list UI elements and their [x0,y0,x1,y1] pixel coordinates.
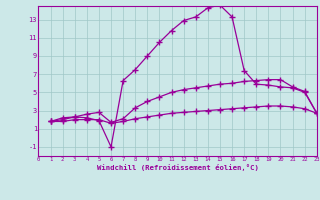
X-axis label: Windchill (Refroidissement éolien,°C): Windchill (Refroidissement éolien,°C) [97,164,259,171]
